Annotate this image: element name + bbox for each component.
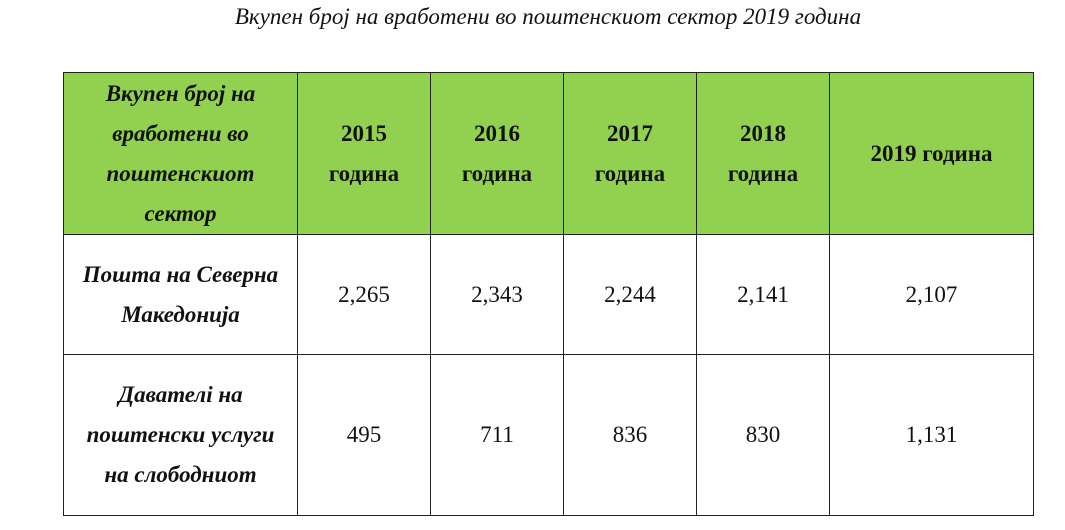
column-header: 2018 година <box>696 72 830 235</box>
cell: 2,141 <box>696 234 830 355</box>
cell: 495 <box>297 354 431 516</box>
header-row: Вкупен број на вработени во поштенскиот … <box>63 72 1034 235</box>
data-table: Вкупен број на вработени во поштенскиот … <box>63 72 1034 516</box>
cell: 711 <box>430 354 564 516</box>
cell: 2,244 <box>563 234 697 355</box>
cell: 2,107 <box>829 234 1034 355</box>
column-header: 2015 година <box>297 72 431 235</box>
cell: 830 <box>696 354 830 516</box>
cell: 836 <box>563 354 697 516</box>
table-row: Пошта на Северна Македонија 2,265 2,343 … <box>63 234 1034 355</box>
column-header: Вкупен број на вработени во поштенскиот … <box>63 72 298 235</box>
column-header: 2017 година <box>563 72 697 235</box>
table-row: Давателi на поштенски услуги на слободни… <box>63 354 1034 516</box>
column-header: 2019 година <box>829 72 1034 235</box>
title: Вкупен број на вработени во поштенскиот … <box>234 4 862 29</box>
cell: 2,265 <box>297 234 431 355</box>
cell: 1,131 <box>829 354 1034 516</box>
cell: 2,343 <box>430 234 564 355</box>
row-label: Пошта на Северна Македонија <box>63 234 298 355</box>
column-header: 2016 година <box>430 72 564 235</box>
row-label: Давателi на поштенски услуги на слободни… <box>63 354 298 516</box>
